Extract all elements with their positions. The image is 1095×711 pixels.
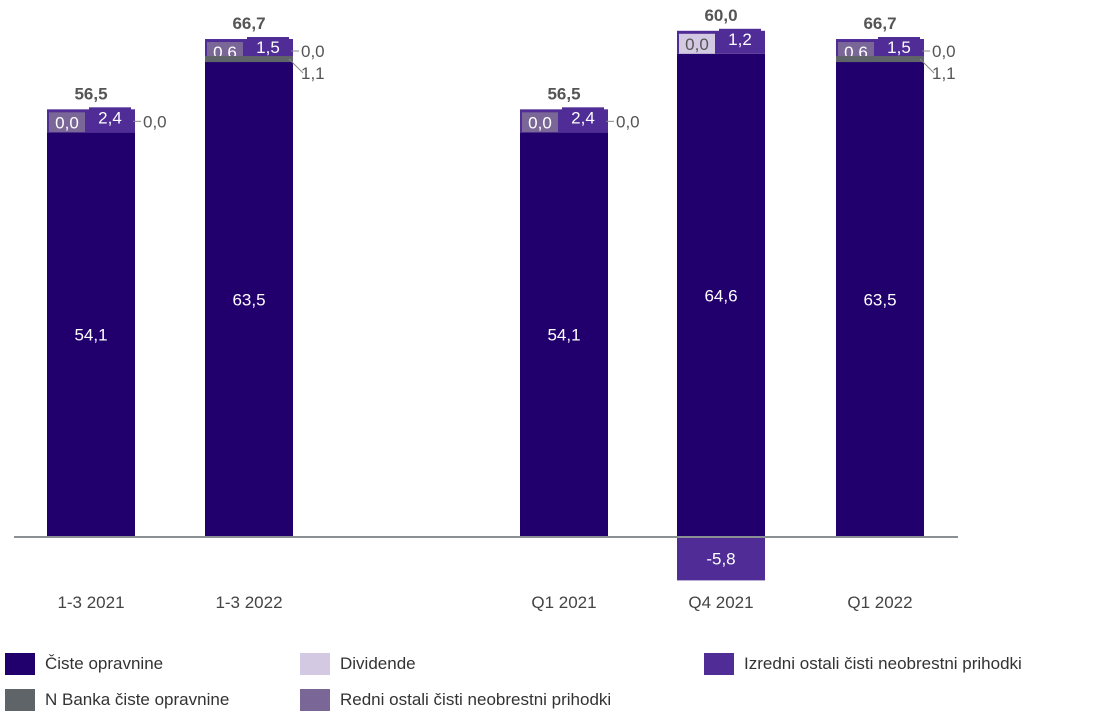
data-label-dividende: 0,0	[143, 112, 167, 131]
x-tick-label: Q1 2022	[847, 593, 912, 612]
data-label-dividende: 0,0	[616, 112, 640, 131]
bar-ciste-opravnine	[677, 53, 765, 538]
bar-n-banka	[205, 56, 293, 63]
x-tick-label: Q4 2021	[688, 593, 753, 612]
data-label-ciste-opravnine: 63,5	[863, 291, 896, 310]
bar-izredni-label-box	[878, 37, 920, 58]
x-tick-label: 1-3 2022	[215, 593, 282, 612]
data-label-n-banka: 1,1	[932, 64, 956, 83]
bar-redni	[49, 112, 85, 133]
total-label: 66,7	[232, 14, 265, 33]
data-label-redni: 0,0	[528, 113, 552, 132]
data-label-dividende: 0,0	[685, 35, 709, 54]
x-tick-label: 1-3 2021	[57, 593, 124, 612]
bar-izredni-label-box	[89, 107, 131, 128]
total-label: 56,5	[547, 84, 580, 103]
data-label-izredni: 1,2	[728, 30, 752, 49]
bar-ciste-opravnine	[836, 62, 924, 538]
bar-ciste-opravnine	[205, 62, 293, 538]
leader-line-n-banka	[919, 58, 935, 74]
data-label-izredni: 1,5	[887, 38, 911, 57]
data-label-izredni: 1,5	[256, 38, 280, 57]
bar-dividende	[679, 33, 715, 54]
total-label: 60,0	[704, 6, 737, 25]
data-label-redni: 0,0	[55, 113, 79, 132]
total-label: 56,5	[74, 84, 107, 103]
bar-redni	[522, 112, 558, 133]
data-label-ciste-opravnine: 54,1	[547, 326, 580, 345]
data-label-izredni: 2,4	[571, 108, 595, 127]
data-label-ciste-opravnine: 64,6	[704, 286, 737, 305]
bar-izredni-negative	[677, 537, 765, 581]
bar-ciste-opravnine	[47, 132, 135, 537]
bar-n-banka	[836, 56, 924, 63]
data-label-ciste-opravnine: 63,5	[232, 291, 265, 310]
data-label-dividende: 0,0	[301, 42, 325, 61]
bar-izredni-label-box	[719, 28, 761, 49]
total-label: 66,7	[863, 14, 896, 33]
bar-ciste-opravnine	[520, 132, 608, 537]
data-label-izredni: 2,4	[98, 108, 122, 127]
bar-izredni-label-box	[247, 37, 289, 58]
data-label-dividende: 0,0	[932, 42, 956, 61]
data-label-izredni-negative: -5,8	[706, 550, 735, 569]
data-label-ciste-opravnine: 54,1	[74, 326, 107, 345]
x-tick-label: Q1 2021	[531, 593, 596, 612]
data-label-n-banka: 1,1	[301, 64, 325, 83]
leader-line-n-banka	[288, 58, 304, 74]
bar-izredni-label-box	[562, 107, 604, 128]
